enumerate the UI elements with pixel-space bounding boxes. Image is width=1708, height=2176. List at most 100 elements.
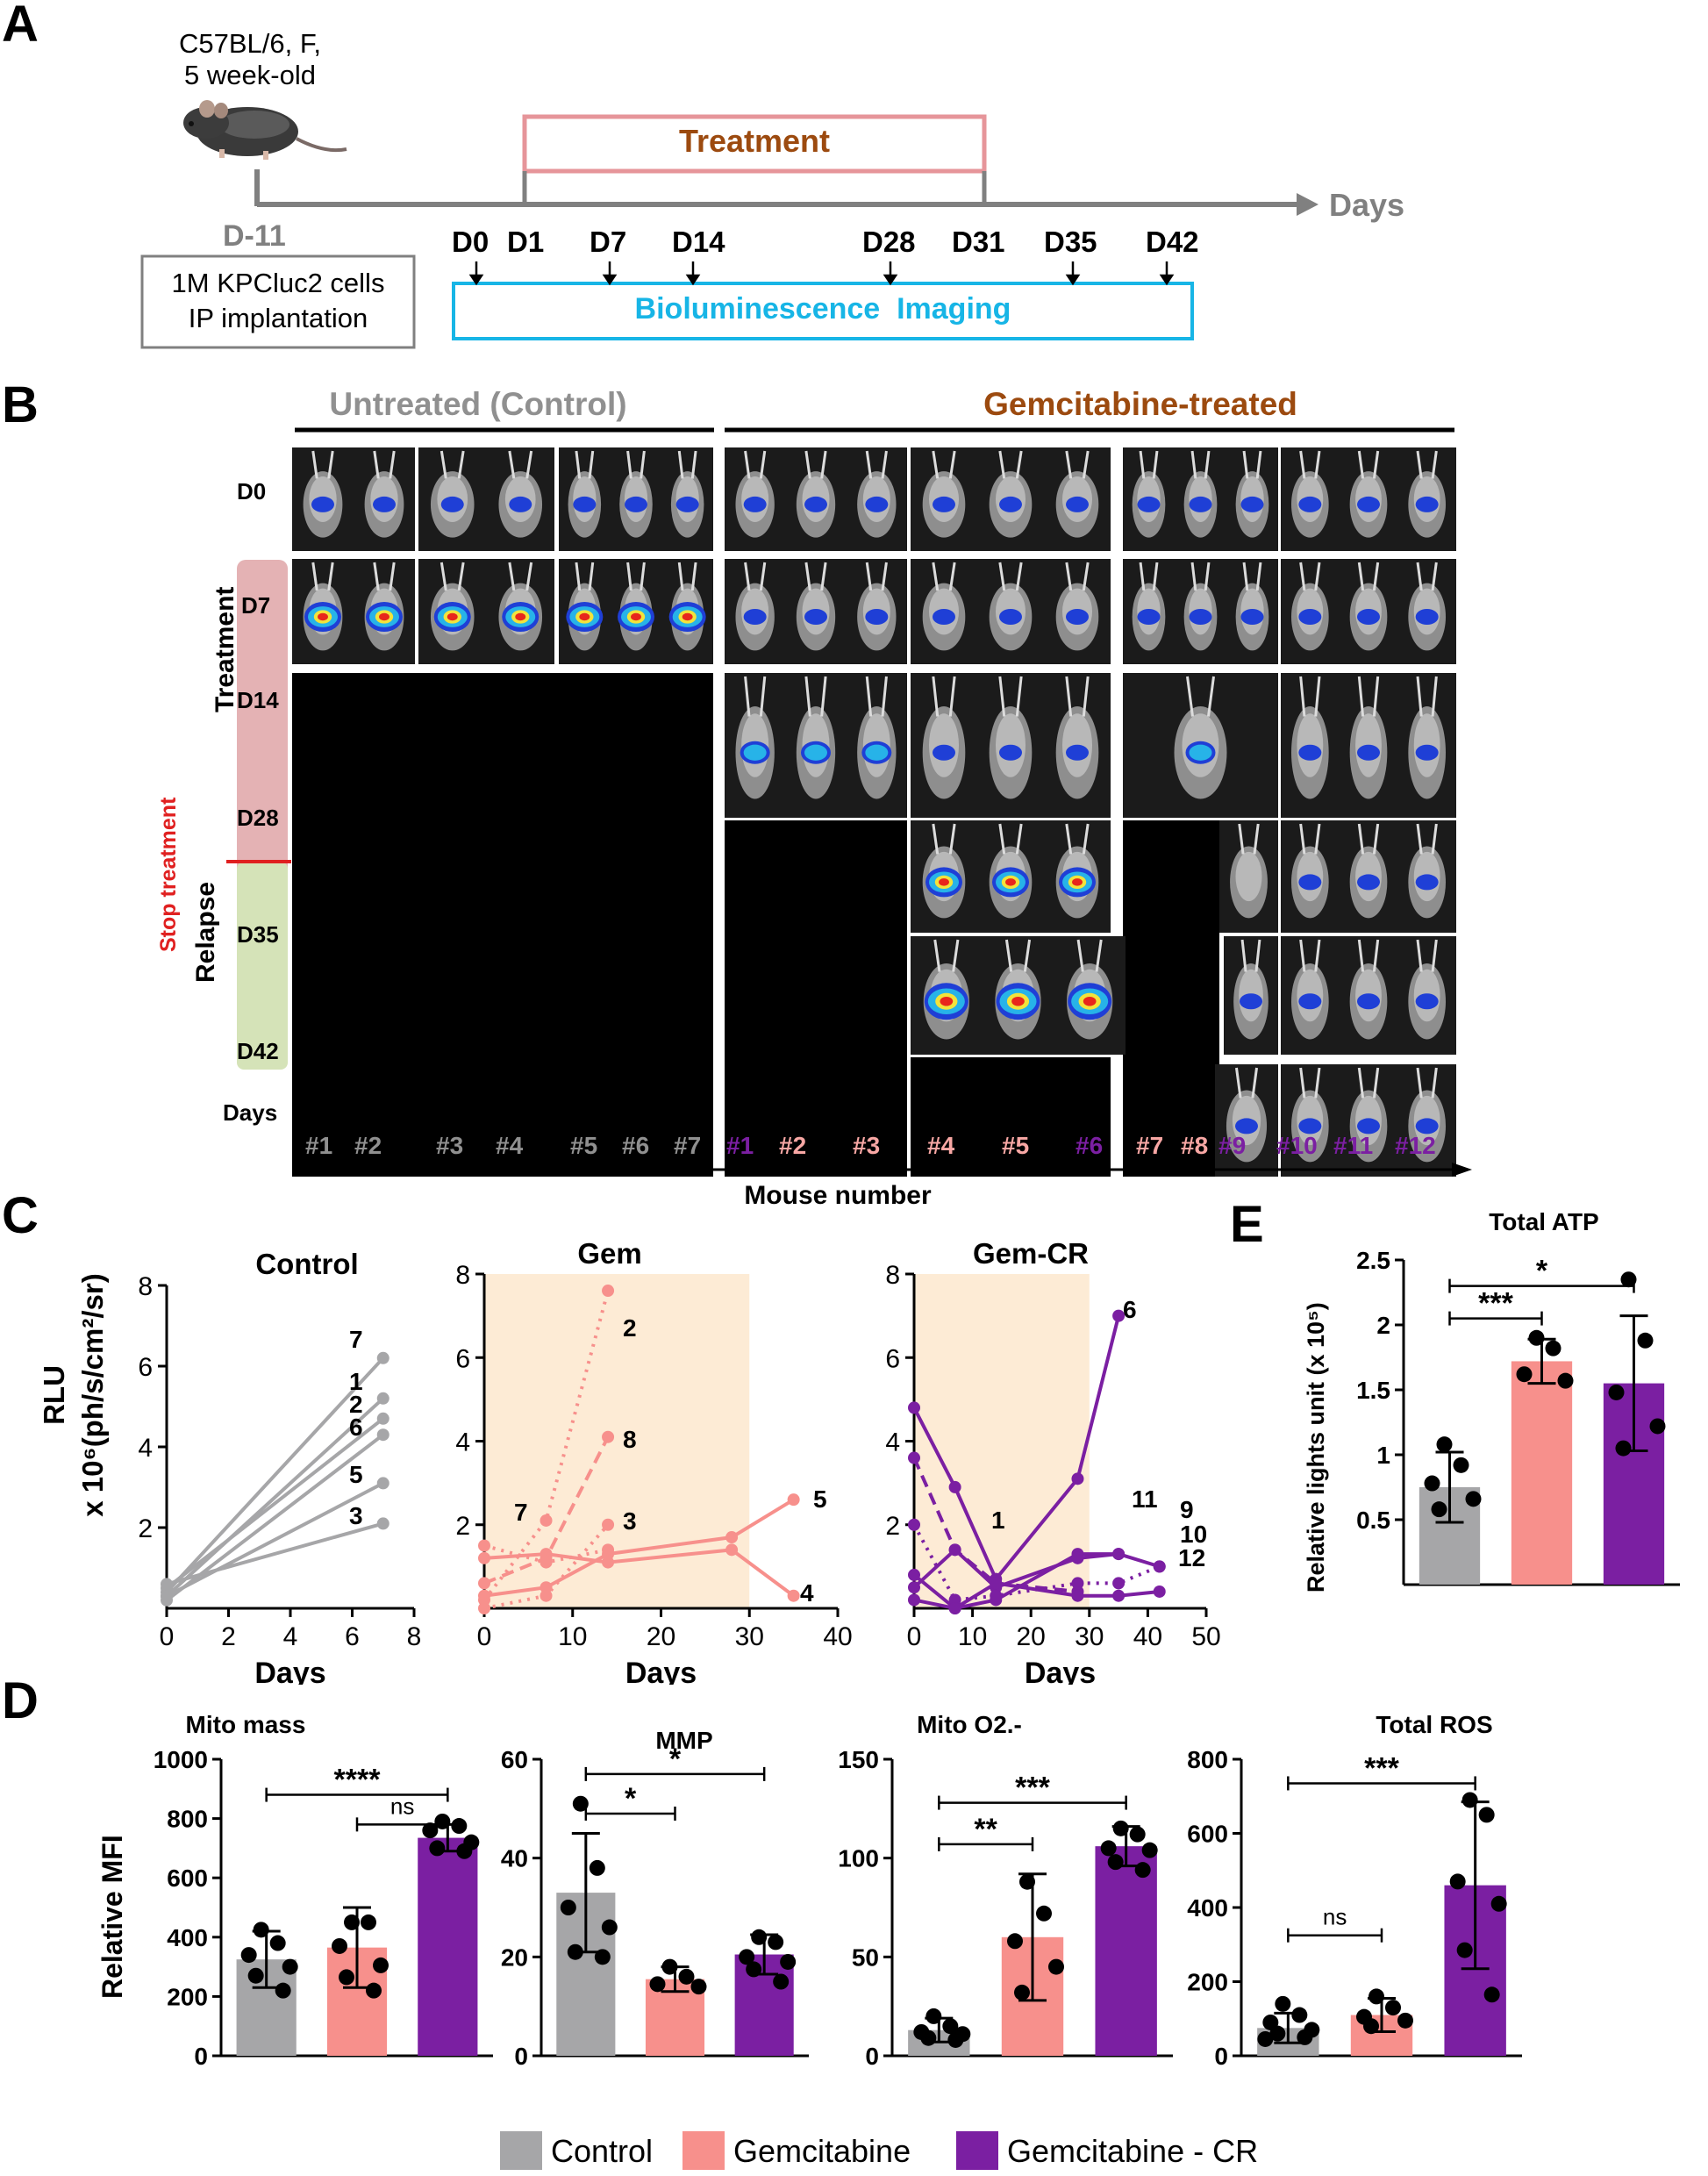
legend-swatch-gem xyxy=(682,2131,725,2170)
y-tick-label: 800 xyxy=(1187,1746,1228,1773)
data-point xyxy=(661,1958,678,1975)
mouse-number-g5: #5 xyxy=(1002,1132,1030,1159)
legend-label-gem-cr: Gemcitabine - CR xyxy=(1007,2133,1259,2169)
data-point xyxy=(429,1840,446,1857)
data-point xyxy=(269,1935,286,1951)
series-line xyxy=(912,1547,1161,1590)
data-point xyxy=(1557,1372,1574,1389)
bioluminescence-image xyxy=(1281,1064,1456,1177)
data-point xyxy=(253,1922,269,1938)
data-point xyxy=(908,1401,920,1414)
data-point xyxy=(1269,2025,1286,2042)
data-point xyxy=(589,1859,605,1876)
y-tick-label: 1.5 xyxy=(1356,1377,1390,1404)
series-label: 5 xyxy=(813,1485,827,1513)
y-tick-label: 8 xyxy=(455,1261,470,1290)
data-point xyxy=(787,1493,800,1507)
data-point xyxy=(1615,1440,1632,1457)
bioluminescence-image xyxy=(292,447,415,551)
data-point xyxy=(602,1518,615,1531)
bioluminescence-image xyxy=(1281,559,1456,664)
y-tick-label: 50 xyxy=(852,1943,879,1971)
chart-gem-lines: 2 4 6 8 0 10 20 30 40 Gem Days 2 8 3 7 5 4 xyxy=(455,1237,852,1685)
bioluminescence-image xyxy=(1224,936,1278,1055)
bar-gem xyxy=(1511,1361,1573,1585)
data-point xyxy=(247,1967,264,1984)
mouse-number-g6: #6 xyxy=(1076,1132,1104,1159)
data-point xyxy=(1112,1820,1129,1836)
chart-title: Total ATP xyxy=(1489,1208,1598,1235)
treatment-shade xyxy=(914,1274,1090,1608)
bioluminescence-image xyxy=(418,447,554,551)
data-point xyxy=(361,1914,376,1930)
significance-label: **** xyxy=(334,1764,382,1797)
data-point xyxy=(332,1937,347,1954)
panel-a-letter: A xyxy=(2,0,39,53)
panel-e-letter: E xyxy=(1230,1196,1264,1253)
series-label: 5 xyxy=(349,1461,363,1488)
bioluminescence-image xyxy=(292,559,415,664)
y-tick-label: 4 xyxy=(455,1428,470,1457)
x-tick-label: 30 xyxy=(1075,1622,1104,1651)
x-tick-label: 2 xyxy=(221,1622,236,1651)
data-point xyxy=(602,1285,615,1298)
y-tick-label: 0 xyxy=(865,2043,879,2070)
data-point xyxy=(1153,1560,1166,1573)
data-point xyxy=(366,1982,382,1999)
bioluminescence-image xyxy=(911,673,1111,818)
data-point xyxy=(601,1919,618,1936)
data-point xyxy=(1007,1933,1023,1950)
data-point xyxy=(948,1543,961,1557)
data-point xyxy=(768,1934,784,1951)
data-point xyxy=(908,1518,920,1531)
significance-label: * xyxy=(669,1743,682,1776)
panel-b-letter: B xyxy=(2,376,39,433)
strain-label: C57BL/6, F, 5 week-old xyxy=(179,28,321,90)
data-point xyxy=(942,2018,959,2035)
data-point xyxy=(1369,1988,1384,2005)
data-point xyxy=(275,1982,291,1999)
data-point xyxy=(540,1548,553,1561)
x-tick-label: 10 xyxy=(558,1622,587,1651)
chart-mito-mass: 0 200 400 600 800 1000 Mito mass ns **** xyxy=(154,1711,493,2070)
y-tick-label: 100 xyxy=(838,1845,879,1872)
data-point xyxy=(1019,1873,1035,1890)
data-point xyxy=(1141,1842,1158,1858)
x-axis-label: Days xyxy=(1025,1657,1096,1685)
series-label: 9 xyxy=(1180,1496,1194,1523)
treatment-label: Treatment xyxy=(678,123,831,159)
mouse-number-g1: #1 xyxy=(726,1132,754,1159)
y-tick-label: 1000 xyxy=(154,1746,208,1773)
data-point xyxy=(1134,1862,1151,1879)
data-point xyxy=(1483,1986,1500,2003)
data-point xyxy=(1071,1589,1084,1602)
significance-label: ns xyxy=(1323,1904,1347,1930)
mouse-number-g12: #12 xyxy=(1395,1132,1436,1159)
bioluminescence-image xyxy=(1281,820,1456,933)
data-point xyxy=(376,1412,389,1425)
data-point xyxy=(240,1947,257,1964)
no-image-region-gem-b xyxy=(911,1057,1111,1177)
row-label-d0: D0 xyxy=(237,478,267,505)
data-point xyxy=(1608,1384,1625,1400)
data-point xyxy=(920,2029,937,2046)
data-point xyxy=(746,1961,762,1978)
series-line xyxy=(165,1397,385,1598)
data-point xyxy=(780,1953,797,1970)
data-point xyxy=(678,1968,695,1985)
y-tick-label: 200 xyxy=(1187,1969,1228,1996)
row-label-d35: D35 xyxy=(237,921,279,948)
data-point xyxy=(751,1929,768,1945)
significance-label: ns xyxy=(390,1793,414,1819)
data-point xyxy=(1436,1436,1453,1453)
data-point xyxy=(1456,1942,1473,1958)
mouse-number-c1: #1 xyxy=(305,1132,333,1159)
data-point xyxy=(572,1795,589,1812)
significance-label: * xyxy=(1536,1255,1548,1288)
data-point xyxy=(1297,2029,1313,2045)
data-point xyxy=(456,1843,473,1859)
data-point xyxy=(1516,1366,1533,1383)
significance-label: * xyxy=(625,1782,637,1815)
